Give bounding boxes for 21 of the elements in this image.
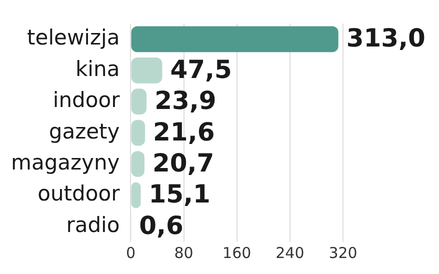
x-tick-label: 80 — [174, 244, 194, 262]
data-label: 15,1 — [148, 180, 210, 209]
y-tick-label: magazyny — [10, 150, 120, 174]
x-tick-label: 320 — [328, 244, 358, 262]
y-tick-label: telewizja — [27, 26, 120, 50]
bar — [131, 57, 162, 84]
data-label: 21,6 — [153, 117, 215, 146]
data-label: 0,6 — [139, 210, 184, 240]
data-label: 23,9 — [154, 86, 216, 116]
x-tick-label: 240 — [276, 244, 304, 262]
y-tick-label: outdoor — [38, 182, 120, 206]
y-tick-label: radio — [66, 212, 120, 237]
bar — [131, 26, 338, 52]
y-tick-label: gazety — [48, 119, 120, 144]
x-tick-label: 160 — [222, 244, 252, 262]
data-label: 313,0 — [346, 24, 426, 53]
y-tick-label: indoor — [52, 88, 120, 112]
y-tick-label: kina — [76, 56, 120, 81]
x-tick-label: 0 — [126, 244, 136, 262]
data-label: 20,7 — [152, 148, 214, 178]
data-label: 47,5 — [170, 54, 232, 84]
